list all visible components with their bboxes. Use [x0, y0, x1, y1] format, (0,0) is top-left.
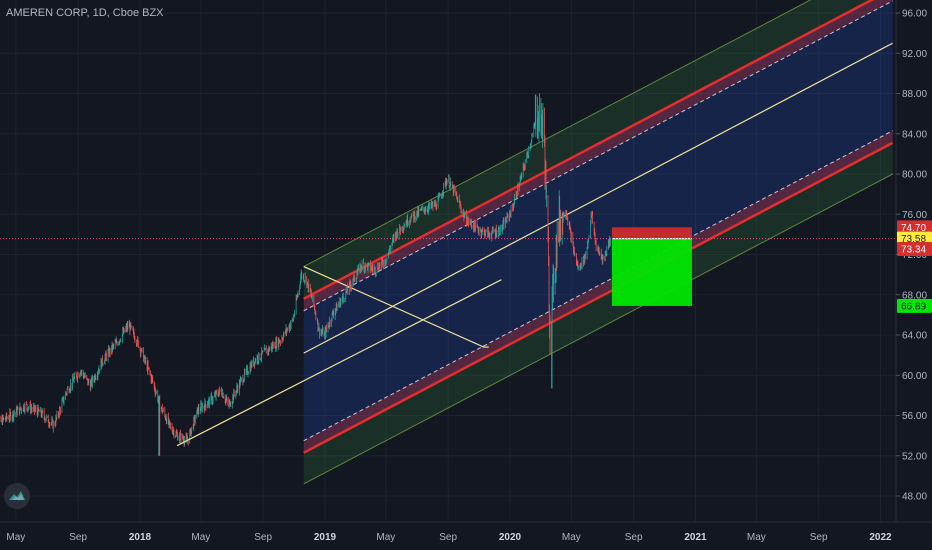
support-trendline: [176, 279, 502, 447]
time-axis-bg: [0, 522, 932, 550]
x-tick-label: May: [6, 532, 25, 543]
y-tick-label: 84.00: [902, 129, 927, 140]
channel-line-green-edge: [303, 173, 893, 485]
y-tick-label: 48.00: [902, 492, 927, 503]
channel-line-yellow-median: [303, 42, 893, 354]
drawings[interactable]: [0, 227, 896, 447]
x-tick-label: May: [747, 532, 766, 543]
channel-line-dashed: [303, 0, 893, 312]
y-tick-label: 92.00: [902, 49, 927, 60]
chart-title: AMEREN CORP, 1D, Cboe BZX: [6, 7, 164, 19]
grid: [0, 0, 896, 522]
y-tick-label: 76.00: [902, 210, 927, 221]
channel-fill-lower: [303, 142, 893, 484]
channel-line-green-edge: [303, 0, 812, 268]
tradingview-logo[interactable]: [4, 483, 30, 509]
channel-handle: [303, 266, 489, 348]
price-badge-bg: [897, 298, 932, 313]
price-badge: 66.89: [897, 298, 932, 313]
x-tick-label: 2022: [869, 532, 892, 543]
x-tick-label: May: [191, 532, 210, 543]
x-tick-label: 2019: [314, 532, 337, 543]
x-tick-label: Sep: [625, 532, 643, 543]
price-badge: 73.34: [897, 241, 932, 256]
y-tick-label: 68.00: [902, 290, 927, 301]
price-badge-label: 73.34: [901, 244, 926, 255]
x-tick-label: May: [376, 532, 395, 543]
x-tick-label: Sep: [69, 532, 87, 543]
price-badge-label: 66.89: [901, 301, 926, 312]
channel-line-red: [303, 0, 875, 300]
price-badge-bg: [897, 241, 932, 256]
y-tick-label: 60.00: [902, 371, 927, 382]
x-tick-label: Sep: [810, 532, 828, 543]
price-badge-bg: [897, 220, 932, 235]
price-series: [0, 93, 611, 456]
channel-fill-red-lower: [303, 130, 893, 453]
time-axis[interactable]: May Sep 2018 May Sep 2019 May Sep 2020 May Sep 2021…: [0, 521, 932, 550]
logo-icon: [9, 491, 25, 500]
price-badge-label: 74.70: [901, 223, 926, 234]
x-tick-label: 2021: [684, 532, 707, 543]
regression-channel[interactable]: [303, 0, 894, 485]
x-tick-label: Sep: [439, 532, 457, 543]
y-tick-label: 80.00: [902, 170, 927, 181]
channel-fill-body: [303, 0, 893, 453]
y-tick-label: 56.00: [902, 411, 927, 422]
y-tick-label: 88.00: [902, 89, 927, 100]
x-tick-label: Sep: [254, 532, 272, 543]
y-tick-label: 64.00: [902, 331, 927, 342]
x-tick-label: 2018: [129, 532, 152, 543]
position-stop-zone: [611, 227, 692, 239]
y-tick-label: 96.00: [902, 9, 927, 20]
position-target-zone: [611, 238, 692, 306]
price-axis[interactable]: 96.0092.0088.0084.0080.0076.0072.0068.00…: [895, 0, 932, 550]
price-axis-bg: [896, 0, 932, 550]
price-badge: 74.70: [897, 220, 932, 235]
price-badge-label: 73.58: [901, 234, 926, 245]
channel-line-dashed: [303, 130, 893, 442]
channel-line-red: [303, 141, 894, 454]
y-tick-label: 52.00: [902, 451, 927, 462]
x-tick-label: 2020: [499, 532, 522, 543]
x-tick-label: May: [562, 532, 581, 543]
